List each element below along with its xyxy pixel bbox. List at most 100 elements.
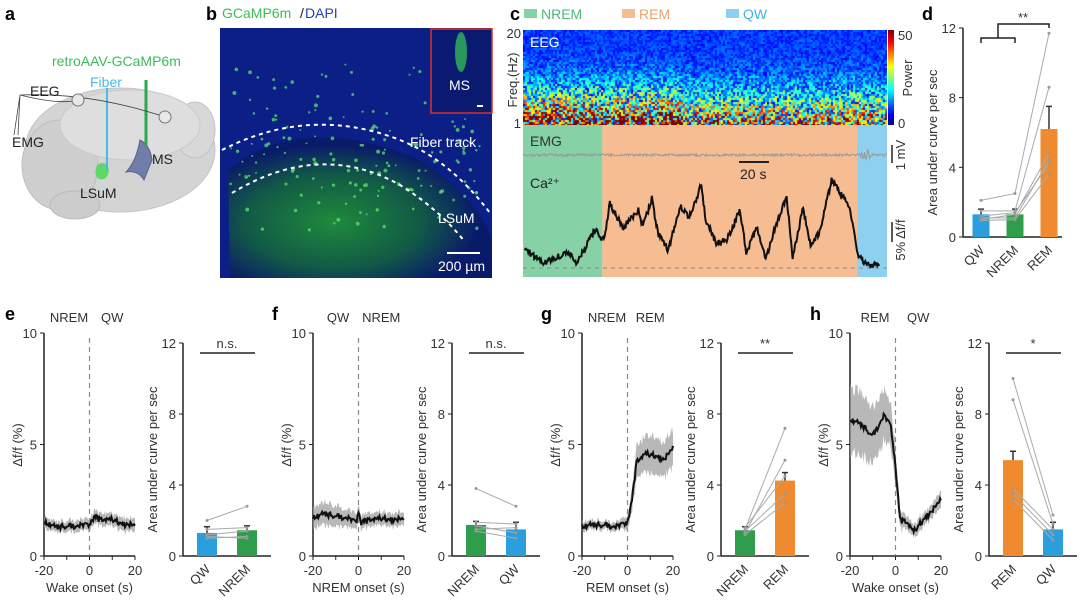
- labeled-cell: [420, 184, 423, 187]
- inset-label: MS: [449, 77, 470, 93]
- labeled-cell: [361, 110, 364, 113]
- labeled-cell: [316, 94, 320, 99]
- labeled-cell: [274, 114, 278, 118]
- paired-line: [1012, 498, 1054, 541]
- calcium-trace: [523, 177, 881, 269]
- y-tick-label: 10: [561, 326, 575, 341]
- time-scale-label: 20 s: [740, 166, 766, 182]
- paired-point: [1013, 211, 1017, 215]
- labeled-cell: [473, 180, 476, 183]
- y-tick-label: 10: [292, 326, 306, 341]
- freq-tick: 1: [514, 116, 521, 131]
- paired-point: [1051, 527, 1055, 531]
- lsum-region: [95, 163, 109, 180]
- labeled-cell: [418, 69, 422, 74]
- x-tick-label: 0: [86, 563, 93, 578]
- bar-qw: [1043, 529, 1063, 556]
- y-tick-label: 8: [438, 407, 445, 422]
- labeled-cell: [353, 195, 356, 198]
- y-tick-label: 0: [30, 549, 37, 564]
- line-chart-f: [309, 332, 405, 560]
- legend-label: NREM: [541, 6, 582, 22]
- labeled-cell: [462, 146, 466, 150]
- labeled-cell: [234, 67, 239, 72]
- paired-point: [474, 524, 478, 528]
- labeled-cell: [463, 180, 467, 183]
- paired-point: [783, 458, 787, 462]
- labeled-cell: [439, 150, 443, 154]
- power-axis-label: Power: [900, 59, 915, 97]
- labeled-cell: [475, 149, 478, 152]
- paired-point: [1011, 492, 1015, 496]
- paired-point: [1047, 162, 1051, 166]
- x-axis-label: Wake onset (s): [852, 580, 939, 595]
- emg-label: EMG: [12, 134, 44, 150]
- labeled-cell: [416, 177, 420, 180]
- labeled-cell: [284, 182, 288, 186]
- y-tick-label: 8: [707, 407, 714, 422]
- bar-qw: [506, 529, 526, 556]
- y-tick-label: 4: [975, 478, 982, 493]
- power-tick: 0: [898, 116, 905, 131]
- x-tick-label: 20: [397, 563, 411, 578]
- y-axis-label: Area under curve per sec: [145, 386, 160, 532]
- state-before-label: REM: [861, 310, 890, 325]
- labeled-cell: [344, 202, 348, 205]
- labeled-cell: [344, 63, 347, 66]
- power-colorbar: [888, 30, 894, 125]
- labeled-cell: [452, 198, 455, 202]
- y-tick-label: 4: [169, 478, 176, 493]
- y-tick-label: 0: [949, 230, 956, 245]
- paired-point: [205, 527, 209, 531]
- labeled-cell: [346, 168, 351, 173]
- labeled-cell: [463, 194, 467, 198]
- significance-label: n.s.: [217, 336, 238, 351]
- y-axis-label: Area under curve per sec: [951, 386, 966, 532]
- panel-letter-a: a: [5, 4, 16, 24]
- labeled-cell: [317, 201, 321, 205]
- paired-point: [979, 198, 983, 202]
- labeled-cell: [255, 171, 257, 174]
- labeled-cell: [320, 186, 323, 189]
- y-tick-label: 12: [968, 336, 982, 351]
- paired-point: [1011, 377, 1015, 380]
- labeled-cell: [328, 116, 333, 121]
- y-tick-label: 10: [829, 326, 843, 341]
- labeled-cell: [363, 183, 368, 188]
- labeled-cell: [456, 160, 460, 164]
- labeled-cell: [329, 152, 333, 156]
- emg-trace: [522, 148, 888, 161]
- labeled-cell: [372, 124, 376, 128]
- eeg-label: EEG: [530, 34, 560, 50]
- paired-point: [514, 536, 518, 540]
- paired-point: [514, 531, 518, 535]
- labeled-cell: [247, 174, 251, 178]
- y-tick-label: 12: [700, 336, 714, 351]
- panel-letter-b: b: [206, 4, 217, 24]
- paired-point: [1051, 538, 1055, 542]
- paired-point: [1013, 191, 1017, 195]
- labeled-cell: [475, 226, 479, 230]
- paired-point: [245, 529, 249, 533]
- bar-chart-g: [717, 342, 809, 557]
- paired-point: [1013, 218, 1017, 222]
- y-tick-label: 5: [836, 438, 843, 453]
- labeled-cell: [283, 151, 287, 155]
- x-axis-label: REM onset (s): [586, 580, 669, 595]
- freq-tick: 20: [507, 26, 521, 41]
- labeled-cell: [353, 183, 358, 187]
- paired-point: [743, 529, 747, 533]
- x-tick-label: 20: [934, 563, 948, 578]
- labeled-cell: [272, 78, 276, 82]
- y-axis-label: Δf/f (%): [548, 423, 563, 466]
- paired-point: [783, 492, 787, 496]
- fiber-track-border: [221, 123, 491, 214]
- legend-swatch: [726, 9, 739, 18]
- category-label: REM: [1024, 243, 1055, 274]
- emg-scale-label: 1 mV: [893, 140, 908, 171]
- paired-point: [743, 526, 747, 530]
- labeled-cell: [383, 168, 388, 173]
- labeled-cell: [271, 117, 276, 122]
- labeled-cell: [312, 157, 316, 162]
